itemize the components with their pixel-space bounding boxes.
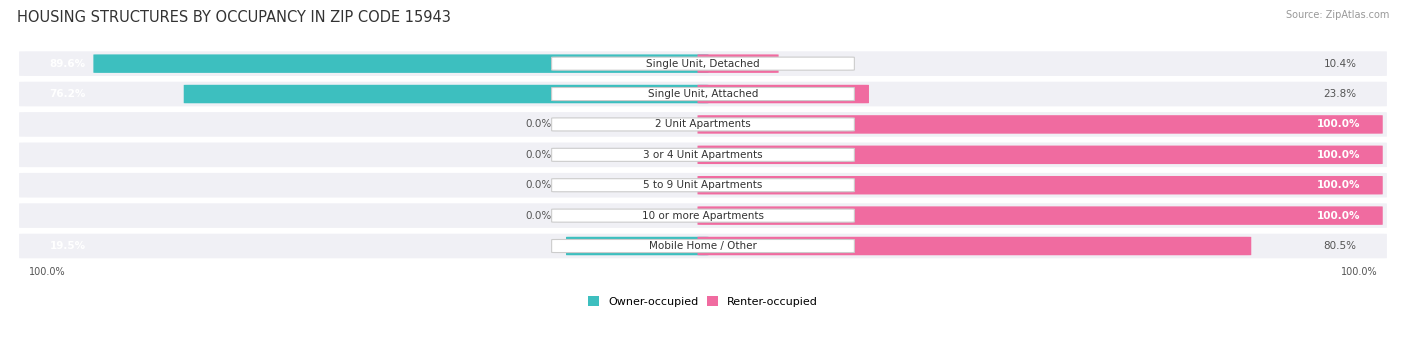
FancyBboxPatch shape [20,112,1386,137]
Text: 100.0%: 100.0% [1317,119,1361,129]
FancyBboxPatch shape [184,85,709,103]
FancyBboxPatch shape [551,88,855,101]
Text: 0.0%: 0.0% [526,211,551,221]
FancyBboxPatch shape [697,237,1251,255]
Text: HOUSING STRUCTURES BY OCCUPANCY IN ZIP CODE 15943: HOUSING STRUCTURES BY OCCUPANCY IN ZIP C… [17,10,451,25]
FancyBboxPatch shape [551,209,855,222]
FancyBboxPatch shape [551,179,855,192]
Text: 5 to 9 Unit Apartments: 5 to 9 Unit Apartments [644,180,762,190]
FancyBboxPatch shape [20,143,1386,167]
Text: 0.0%: 0.0% [526,119,551,129]
FancyBboxPatch shape [20,234,1386,258]
Text: 19.5%: 19.5% [49,241,86,251]
Text: Mobile Home / Other: Mobile Home / Other [650,241,756,251]
FancyBboxPatch shape [697,54,779,73]
Text: 2 Unit Apartments: 2 Unit Apartments [655,119,751,129]
FancyBboxPatch shape [20,51,1386,76]
FancyBboxPatch shape [697,176,1382,195]
Text: 23.8%: 23.8% [1323,89,1357,99]
Legend: Owner-occupied, Renter-occupied: Owner-occupied, Renter-occupied [583,292,823,311]
FancyBboxPatch shape [20,203,1386,228]
FancyBboxPatch shape [697,206,1382,225]
FancyBboxPatch shape [20,173,1386,198]
Text: 0.0%: 0.0% [526,180,551,190]
FancyBboxPatch shape [567,237,709,255]
FancyBboxPatch shape [551,148,855,161]
Text: 89.6%: 89.6% [49,58,86,69]
FancyBboxPatch shape [93,54,709,73]
FancyBboxPatch shape [20,82,1386,106]
FancyBboxPatch shape [697,146,1382,164]
Text: 100.0%: 100.0% [1317,180,1361,190]
FancyBboxPatch shape [697,115,1382,134]
Text: Single Unit, Detached: Single Unit, Detached [647,58,759,69]
Text: Single Unit, Attached: Single Unit, Attached [648,89,758,99]
Text: 100.0%: 100.0% [28,267,66,277]
Text: 100.0%: 100.0% [1340,267,1378,277]
Text: 0.0%: 0.0% [526,150,551,160]
Text: 3 or 4 Unit Apartments: 3 or 4 Unit Apartments [643,150,763,160]
Text: 80.5%: 80.5% [1323,241,1357,251]
FancyBboxPatch shape [697,85,869,103]
Text: Source: ZipAtlas.com: Source: ZipAtlas.com [1285,10,1389,20]
Text: 100.0%: 100.0% [1317,150,1361,160]
Text: 10.4%: 10.4% [1323,58,1357,69]
Text: 76.2%: 76.2% [49,89,86,99]
Text: 100.0%: 100.0% [1317,211,1361,221]
FancyBboxPatch shape [551,239,855,252]
FancyBboxPatch shape [551,57,855,70]
Text: 10 or more Apartments: 10 or more Apartments [643,211,763,221]
FancyBboxPatch shape [551,118,855,131]
